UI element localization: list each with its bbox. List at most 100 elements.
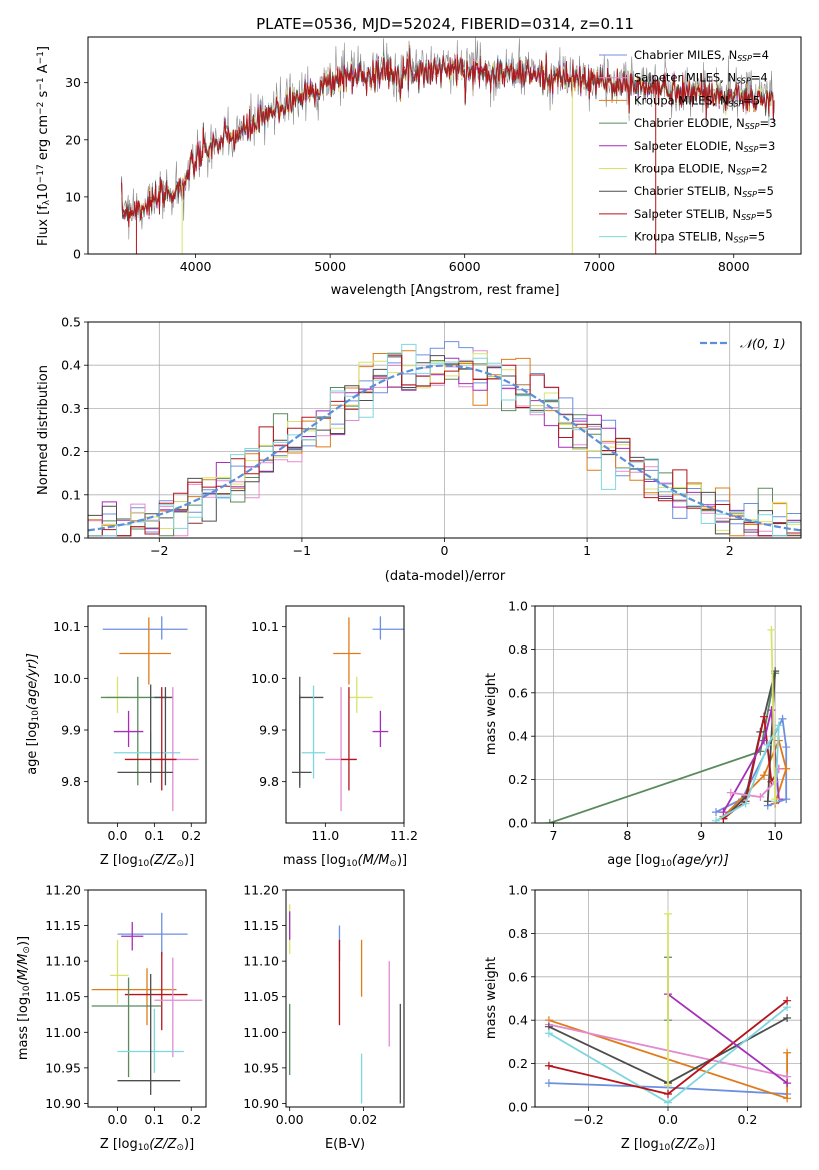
legend-part: =2 [751, 162, 768, 176]
plot-area [91, 912, 203, 1095]
y-axis-label: Flux [fλ10−17 erg cm−2 s−1 A−1] [36, 46, 52, 246]
x-axis-label: Z [log10(Z/Z⊙)] [621, 1137, 715, 1153]
x-tick-label: 0.02 [350, 1112, 378, 1127]
x-tick-label: 0.0 [108, 1112, 128, 1127]
weight-marker [783, 996, 792, 1005]
legend-part: SSP [745, 122, 760, 131]
label-part: ⊙ [697, 1143, 705, 1153]
x-tick-label: 0.1 [144, 1112, 164, 1127]
label-part: )] [397, 853, 407, 868]
label-part: ] [36, 46, 51, 51]
weight-marker [544, 1079, 553, 1088]
label-part: age [log [25, 722, 40, 775]
legend-part: SSP [736, 77, 751, 86]
axes-frame [285, 889, 405, 1108]
legend-label: Chabrier STELIB, NSSP=5 [634, 184, 774, 199]
weight-marker [719, 808, 728, 817]
label-part: (age/yr)] [672, 853, 729, 868]
legend-part: Salpeter MILES, N [634, 71, 736, 85]
y-tick-label: 0.4 [61, 358, 81, 373]
label-part: (Z/Z [149, 1137, 177, 1152]
normal-curve [88, 364, 801, 532]
weight-marker [760, 712, 769, 721]
y-tick-label: 11.15 [45, 918, 81, 933]
y-tick-label: 0.2 [508, 1056, 528, 1071]
x-axis-label: Z [log10(Z/Z⊙)] [100, 1137, 194, 1153]
y-tick-label: 0 [73, 247, 81, 262]
x-tick-label: 0.0 [658, 1112, 678, 1127]
label-part: mass [log [283, 853, 346, 868]
plot-area [544, 909, 792, 1107]
weight-marker [545, 819, 554, 823]
legend-label: Salpeter STELIB, NSSP=5 [634, 207, 773, 222]
axes-frame [87, 321, 802, 539]
label-part: 10 [138, 1143, 150, 1153]
label-part: ⊙ [389, 859, 397, 869]
weight-marker [741, 799, 750, 808]
x-tick-label: 9 [697, 828, 705, 843]
plot-area [100, 616, 199, 812]
axes-frame [87, 36, 802, 255]
weight-marker [767, 706, 776, 715]
panel-residuals: −2 −1 0 1 2 0.0 0.1 0.2 0.3 0.4 0.5 𝒩(0, 1) (data-mo… [36, 315, 802, 584]
weight-line [667, 993, 788, 1084]
y-tick-label: 10.1 [53, 619, 81, 634]
plot-area [289, 904, 401, 1104]
label-part: age [log [607, 853, 660, 868]
x-tick-label: 5000 [314, 259, 346, 274]
legend-part: Salpeter STELIB, N [634, 207, 741, 221]
x-tick-label: 0.0 [108, 828, 128, 843]
legend-part: SSP [734, 236, 749, 245]
legend-label: 𝒩(0, 1) [740, 336, 786, 351]
x-tick-label: 0.1 [144, 828, 164, 843]
label-part: Normed distribution [36, 365, 51, 495]
x-tick-label: 0 [441, 543, 449, 558]
y-axis-label: mass weight [484, 957, 499, 1039]
label-part: s [36, 90, 51, 101]
y-tick-label: 9.9 [259, 723, 279, 738]
weight-marker [664, 1089, 672, 1098]
weight-marker [544, 1061, 553, 1070]
legend-part: Kroupa MILES, N [634, 93, 729, 107]
legend-label: Chabrier MILES, NSSP=4 [634, 48, 769, 63]
y-tick-label: 10 [65, 189, 81, 204]
label-part: mass weight [484, 673, 499, 755]
y-tick-label: 30 [65, 75, 81, 90]
x-tick-label: 11.0 [311, 828, 339, 843]
x-tick-label: 0.00 [276, 1112, 304, 1127]
legend-part: Chabrier STELIB, N [634, 184, 742, 198]
legend-part: =5 [756, 207, 773, 221]
weight-marker [774, 721, 783, 730]
x-tick-label: 0.2 [181, 828, 201, 843]
x-tick-label: 8000 [718, 259, 750, 274]
y-tick-label: 11.10 [45, 954, 81, 969]
y-tick-label: 10.95 [45, 1060, 81, 1075]
weight-marker [756, 792, 765, 801]
legend-part: =5 [757, 184, 774, 198]
legend-part: Chabrier MILES, N [634, 48, 737, 62]
weight-marker [763, 797, 772, 806]
weight-marker [712, 808, 721, 817]
label-part: 10 [660, 859, 672, 869]
weight-line [770, 629, 776, 800]
x-axis-label: mass [log10(M/M⊙)] [283, 853, 407, 869]
y-axis-label: mass [log10(M/M⊙)] [16, 936, 32, 1060]
y-tick-label: 11.20 [243, 883, 279, 898]
y-tick-label: 0.8 [508, 926, 528, 941]
weight-marker [783, 1079, 792, 1088]
residual-histogram [88, 343, 801, 537]
panel-spectrum: 4000 5000 6000 7000 8000 0 10 20 30 wavelength [A… [36, 36, 802, 298]
x-tick-label: 1 [583, 543, 591, 558]
y-tick-label: 10.0 [53, 671, 81, 686]
label-part: ⊙ [22, 946, 32, 954]
plot-area [291, 616, 404, 812]
weight-marker [767, 625, 776, 634]
label-part: (data-model)/error [385, 569, 506, 584]
y-tick-label: 0.4 [508, 729, 528, 744]
legend-part: =5 [743, 93, 760, 107]
label-part: )] [705, 1137, 715, 1152]
label-part: Z [log [100, 853, 138, 868]
weight-marker [664, 1081, 672, 1090]
x-tick-label: 0.2 [181, 1112, 201, 1127]
label-part: −2 [36, 102, 46, 115]
